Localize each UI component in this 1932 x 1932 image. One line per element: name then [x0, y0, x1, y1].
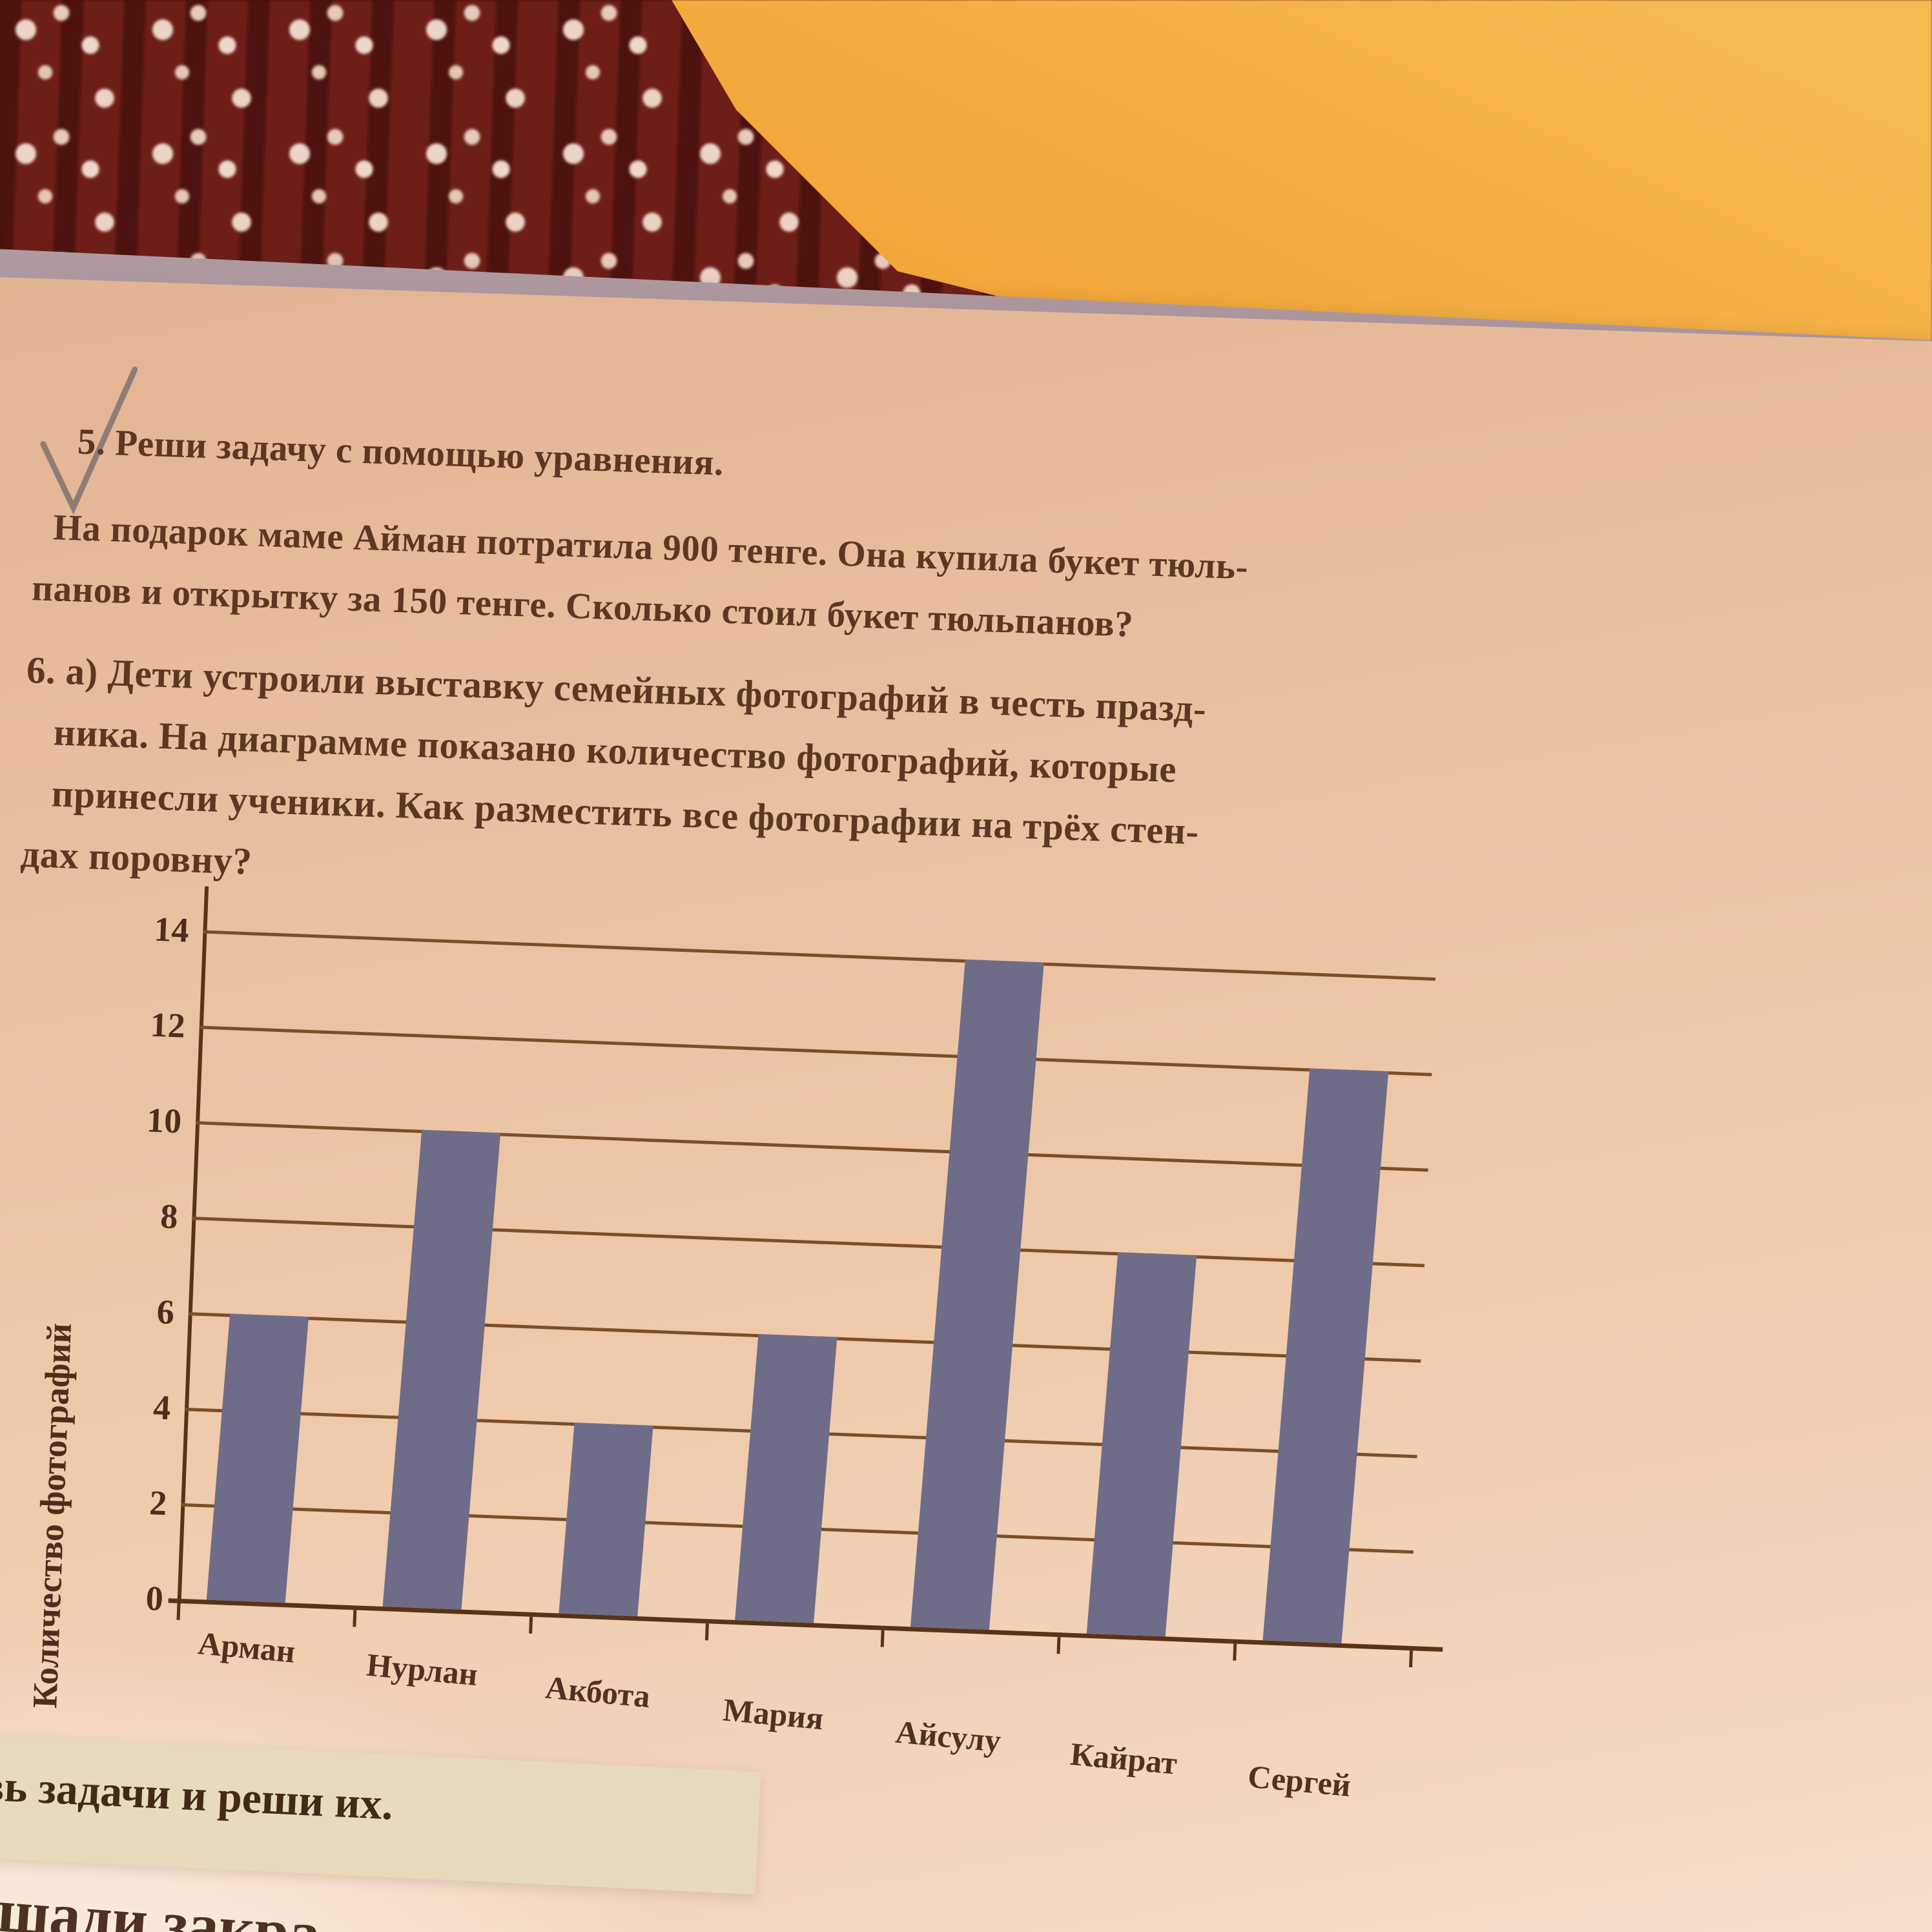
axis-tick [704, 1623, 709, 1641]
x-tick-label: Акбота [543, 1669, 652, 1715]
bar [206, 1313, 309, 1603]
highlight-text-fragment: авь задачи и реши их. [0, 1759, 395, 1829]
y-tick-label: 6 [156, 1292, 175, 1332]
axis-tick [528, 1616, 533, 1634]
bar [910, 959, 1045, 1630]
y-axis-line [177, 886, 209, 1604]
axis-tick [1409, 1650, 1413, 1668]
axis-tick [353, 1610, 357, 1627]
axis-tick [176, 1603, 181, 1620]
y-tick-label: 0 [145, 1578, 164, 1618]
y-tick-label: 4 [152, 1388, 172, 1428]
x-tick-label: Кайрат [1069, 1735, 1179, 1782]
axis-tick [1056, 1637, 1061, 1654]
bar [1087, 1252, 1197, 1637]
gridline [203, 930, 1436, 981]
y-tick-label: 2 [149, 1483, 168, 1523]
problem5-body-line2: панов и открытку за 150 тенге. Сколько с… [31, 568, 1135, 645]
gridline [195, 1121, 1428, 1172]
bar [734, 1333, 838, 1623]
gridline [199, 1025, 1432, 1076]
bar [559, 1423, 653, 1617]
gridline [192, 1217, 1425, 1268]
problem6-line4: дах поровну? [19, 832, 253, 883]
axis-tick [881, 1630, 885, 1647]
y-tick-label: 10 [146, 1100, 183, 1141]
axis-tick [1233, 1643, 1237, 1661]
x-tick-label: Нурлан [365, 1646, 480, 1693]
textbook-page: 5. Реши задачу с помощью уравнения. На п… [0, 275, 1932, 1932]
y-tick-label: 8 [159, 1197, 179, 1237]
bar [382, 1129, 500, 1610]
pencil-checkmark-icon [40, 366, 138, 515]
x-tick-label: Мария [721, 1691, 825, 1737]
x-tick-label: Сергей [1246, 1758, 1353, 1804]
y-tick-label: 12 [149, 1005, 186, 1045]
y-tick-label: 14 [153, 909, 190, 950]
x-tick-label: Айсулу [894, 1713, 1003, 1760]
problem5-title: 5. Реши задачу с помощью уравнения. [76, 421, 724, 484]
x-tick-label: Арман [196, 1625, 297, 1670]
